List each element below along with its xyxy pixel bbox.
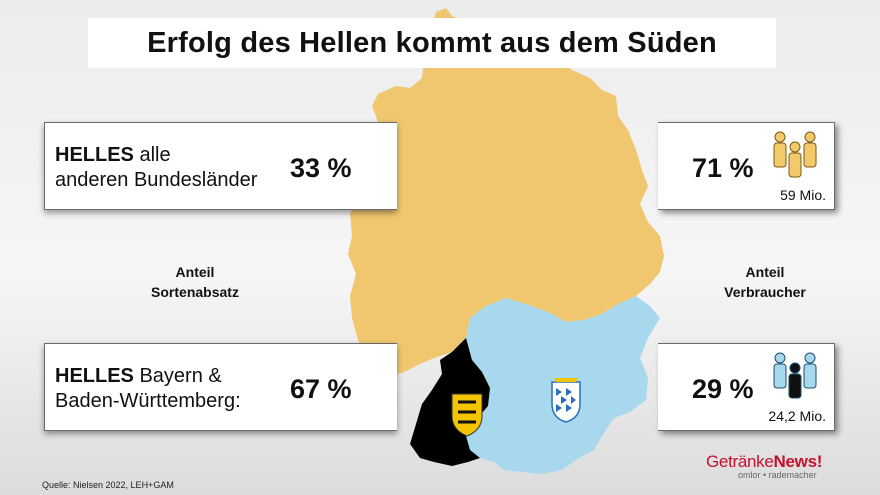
- brand-logo: GetränkeNews! omlor • rademacher: [706, 452, 822, 480]
- title-box: Erfolg des Hellen kommt aus dem Süden: [88, 18, 776, 68]
- panel-south-states-sales: HELLES Bayern & Baden-Württemberg: 67 %: [44, 343, 397, 431]
- sales-share-axis-label: Anteil Sortenabsatz: [120, 262, 270, 302]
- page-title: Erfolg des Hellen kommt aus dem Süden: [147, 26, 717, 59]
- people-group-blue-icon: [773, 352, 817, 399]
- axis-label-line2: Sortenabsatz: [151, 284, 239, 300]
- axis-label-line2: Verbraucher: [724, 284, 806, 300]
- brand-name-part-b: News: [773, 452, 818, 471]
- panel-other-states-consumers: 71 % 59 Mio.: [658, 122, 835, 210]
- sales-share-value: 67 %: [290, 374, 352, 404]
- consumer-share-value: 29 %: [692, 374, 754, 404]
- consumer-count: 24,2 Mio.: [768, 408, 826, 424]
- consumer-share-value: 71 %: [692, 153, 754, 183]
- brand-name: GetränkeNews!: [706, 452, 822, 472]
- region-label-line1: alle: [139, 144, 171, 166]
- consumer-share-axis-label: Anteil Verbraucher: [690, 262, 840, 302]
- panel-other-states-sales: HELLES alle anderen Bundesländer 33 %: [44, 122, 397, 210]
- consumer-count: 59 Mio.: [780, 187, 826, 203]
- people-group-gold-icon: [773, 131, 817, 178]
- region-label-line2: anderen Bundesländer: [55, 169, 258, 191]
- panel-label: HELLES alle anderen Bundesländer: [55, 143, 257, 193]
- baden-wuerttemberg-region: [410, 338, 490, 466]
- panel-label: HELLES Bayern & Baden-Württemberg:: [55, 364, 241, 414]
- region-label-line1: Bayern &: [139, 365, 222, 387]
- brand-subtitle: omlor • rademacher: [738, 470, 817, 480]
- sales-share-value: 33 %: [290, 153, 352, 183]
- beer-type-label: HELLES: [55, 365, 134, 387]
- brand-name-part-a: Getränke: [706, 452, 774, 471]
- bw-coat-of-arms-icon: [451, 393, 483, 437]
- region-label-line2: Baden-Württemberg:: [55, 390, 241, 412]
- beer-type-label: HELLES: [55, 144, 134, 166]
- brand-mark: !: [816, 452, 823, 471]
- axis-label-line1: Anteil: [745, 264, 785, 280]
- bayern-coat-of-arms-icon: [551, 378, 581, 423]
- panel-south-states-consumers: 29 % 24,2 Mio.: [658, 343, 835, 431]
- germany-rest-region: [348, 8, 664, 376]
- source-note: Quelle: Nielsen 2022, LEH+GAM: [42, 480, 174, 490]
- axis-label-line1: Anteil: [175, 264, 215, 280]
